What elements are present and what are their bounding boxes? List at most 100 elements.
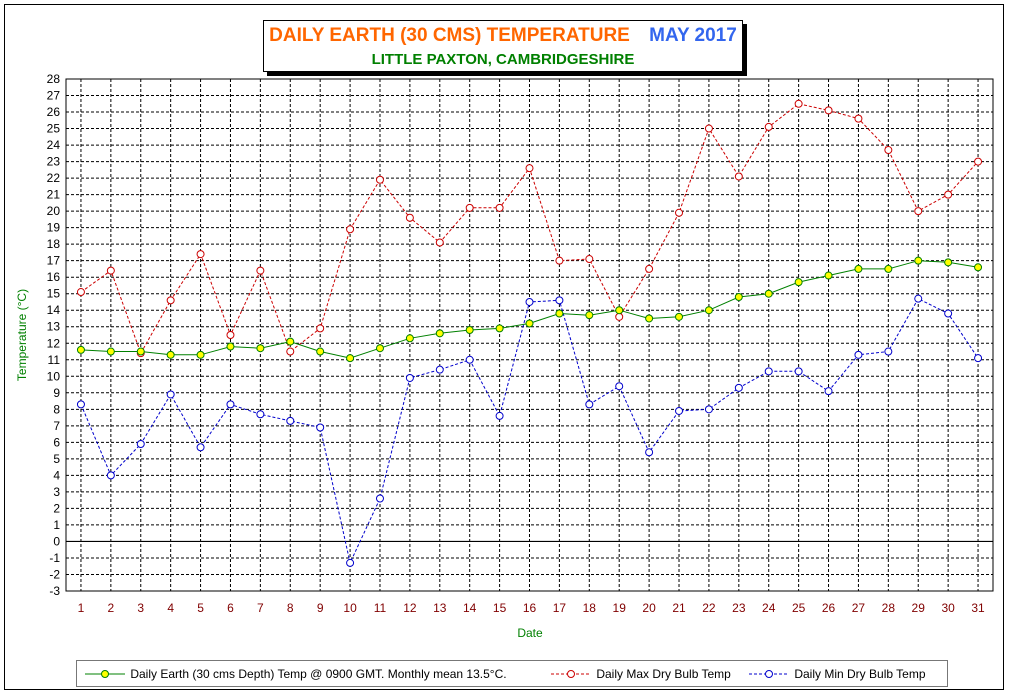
data-point-earth — [346, 354, 355, 363]
chart-title: DAILY EARTH (30 CMS) TEMPERATURE — [269, 25, 630, 46]
data-point-max — [824, 106, 833, 115]
y-tick-label: 8 — [53, 402, 60, 416]
x-tick-label: 15 — [493, 601, 507, 615]
title-box: DAILY EARTH (30 CMS) TEMPERATURE MAY 201… — [263, 20, 743, 72]
data-point-max — [226, 331, 235, 339]
data-point-min — [944, 309, 953, 318]
x-tick-label: 8 — [287, 601, 294, 615]
x-tick-label: 28 — [882, 601, 896, 615]
x-tick-label: 12 — [403, 601, 417, 615]
data-point-max — [495, 203, 504, 212]
x-tick-label: 31 — [971, 601, 985, 615]
chart-month: MAY 2017 — [649, 25, 737, 46]
data-point-earth — [286, 337, 295, 346]
data-point-min — [914, 294, 923, 303]
y-tick-label: 19 — [47, 221, 61, 235]
data-point-max — [675, 208, 684, 217]
data-point-max — [256, 266, 265, 275]
legend-item-min: Daily Min Dry Bulb Temp — [747, 666, 926, 681]
data-point-earth — [495, 324, 504, 333]
series-layer — [76, 99, 983, 567]
x-tick-label: 27 — [852, 601, 866, 615]
data-point-earth — [884, 264, 893, 273]
y-tick-label: 27 — [47, 89, 61, 103]
data-point-max — [884, 146, 893, 155]
x-tick-label: 22 — [702, 601, 716, 615]
y-axis-ticks: -3-2-10123456789101112131415161718192021… — [47, 72, 61, 598]
data-point-max — [764, 122, 773, 131]
y-tick-label: 1 — [53, 518, 60, 532]
data-point-earth — [375, 344, 384, 353]
y-tick-label: 21 — [47, 188, 61, 202]
data-point-min — [286, 416, 295, 425]
x-tick-label: 2 — [108, 601, 115, 615]
data-point-min — [136, 440, 145, 449]
legend-label-min: Daily Min Dry Bulb Temp — [794, 666, 926, 681]
data-point-earth — [226, 342, 235, 351]
data-point-min — [196, 443, 205, 452]
data-point-min — [435, 365, 444, 374]
x-tick-label: 24 — [762, 601, 776, 615]
data-point-earth — [615, 306, 624, 315]
data-point-min — [764, 367, 773, 376]
data-point-earth — [256, 344, 265, 353]
x-tick-label: 17 — [553, 601, 567, 615]
y-tick-label: 12 — [47, 336, 61, 350]
data-point-earth — [196, 350, 205, 359]
data-point-max — [734, 172, 743, 181]
data-point-earth — [555, 309, 564, 318]
y-tick-label: 2 — [53, 501, 60, 515]
y-tick-label: 7 — [53, 419, 60, 433]
data-point-max — [585, 255, 594, 264]
y-tick-label: 13 — [47, 320, 61, 334]
y-tick-label: 24 — [47, 138, 61, 152]
data-point-earth — [704, 306, 713, 315]
legend-swatch-max — [551, 669, 591, 678]
data-point-max — [166, 296, 175, 305]
x-tick-label: 13 — [433, 601, 447, 615]
y-tick-label: 16 — [47, 270, 61, 284]
x-tick-label: 30 — [941, 601, 955, 615]
y-tick-label: 18 — [47, 237, 61, 251]
data-point-earth — [465, 326, 474, 335]
x-tick-label: 20 — [642, 601, 656, 615]
y-tick-label: -1 — [49, 551, 60, 565]
data-point-max — [854, 114, 863, 123]
data-point-earth — [914, 256, 923, 265]
data-point-max — [974, 157, 983, 166]
data-point-earth — [734, 293, 743, 302]
data-point-max — [555, 256, 564, 265]
data-point-max — [196, 250, 205, 259]
data-point-min — [495, 411, 504, 420]
y-tick-label: 17 — [47, 254, 61, 268]
data-point-min — [405, 373, 414, 382]
data-point-min — [794, 367, 803, 376]
data-point-max — [346, 225, 355, 234]
y-tick-label: 11 — [48, 353, 61, 367]
x-tick-label: 10 — [343, 601, 357, 615]
data-point-max — [316, 324, 325, 333]
data-point-min — [555, 296, 564, 305]
x-tick-label: 4 — [167, 601, 174, 615]
data-point-earth — [405, 334, 414, 343]
data-point-min — [346, 558, 355, 567]
data-point-earth — [645, 314, 654, 323]
y-tick-label: -2 — [49, 567, 60, 581]
data-point-min — [585, 400, 594, 409]
data-point-min — [375, 494, 384, 503]
data-point-max — [704, 124, 713, 133]
data-point-min — [824, 387, 833, 396]
data-point-min — [854, 350, 863, 359]
data-point-min — [645, 448, 654, 457]
data-point-max — [76, 288, 85, 297]
y-tick-label: 15 — [47, 287, 61, 301]
data-point-min — [76, 400, 85, 409]
x-tick-label: 7 — [257, 601, 264, 615]
x-tick-label: 19 — [613, 601, 627, 615]
x-tick-label: 6 — [227, 601, 234, 615]
data-point-earth — [525, 319, 534, 328]
data-point-min — [675, 406, 684, 415]
data-point-max — [405, 213, 414, 222]
data-point-min — [256, 410, 265, 419]
